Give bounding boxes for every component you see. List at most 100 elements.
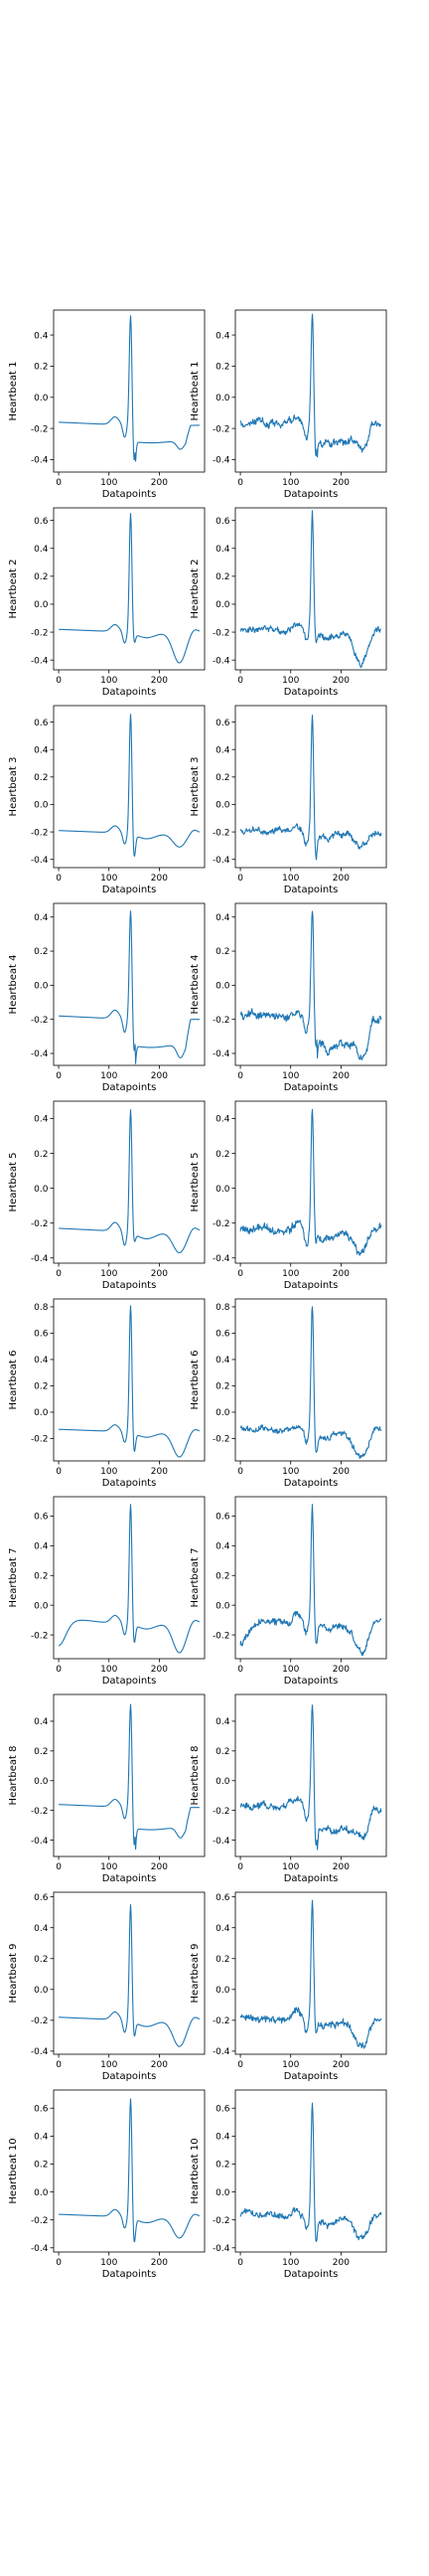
x-tick-label: 0 <box>56 676 62 686</box>
subplot-heartbeat-7-clean: 0 100 200 -0.2 0.0 0.2 0.4 0.6 Datapoints Heartbe… <box>8 1496 206 1687</box>
x-tick-label: 100 <box>282 1862 299 1872</box>
y-tick-label: -0.4 <box>31 1837 49 1847</box>
x-tick-label: 100 <box>282 1665 299 1675</box>
y-tick-label: -0.2 <box>31 1807 49 1817</box>
subplot-heartbeat-10-clean: 0 100 200 -0.4 -0.2 0.0 0.2 0.4 0.6 Datapoints Hea… <box>8 2089 206 2280</box>
subplot-heartbeat-1-noisy: 0 100 200 -0.4 -0.2 0.0 0.2 0.4 Datapoints Heartb… <box>190 309 387 500</box>
y-tick-label: 0.2 <box>34 1955 48 1965</box>
y-tick-label: 0.2 <box>215 947 229 957</box>
y-tick-label: -0.2 <box>31 828 49 838</box>
y-tick-label: -0.2 <box>213 1016 230 1026</box>
y-tick-label: 0.0 <box>34 1185 49 1195</box>
y-tick-label: 0.4 <box>215 545 230 555</box>
x-axis-label: Datapoints <box>284 1082 339 1093</box>
x-axis-label: Datapoints <box>102 1280 157 1291</box>
heartbeat-series-line <box>59 315 200 462</box>
y-tick-label: -0.4 <box>31 2047 49 2057</box>
subplot-heartbeat-3-noisy: 0 100 200 -0.4 -0.2 0.0 0.2 0.4 0.6 Datapoints Hea… <box>190 705 387 895</box>
x-tick-label: 200 <box>151 676 168 686</box>
y-axis-label: Heartbeat 3 <box>8 757 19 817</box>
y-axis-label: Heartbeat 7 <box>8 1548 19 1608</box>
subplot-heartbeat-6-clean: 0 100 200 -0.2 0.0 0.2 0.4 0.6 0.8 Datapoints Hear… <box>8 1298 206 1489</box>
y-tick-label: 0.4 <box>215 745 230 755</box>
y-axis-label: Heartbeat 8 <box>190 1746 201 1806</box>
x-tick-label: 0 <box>56 1862 62 1872</box>
y-tick-label: 0.0 <box>215 1601 230 1611</box>
x-tick-label: 100 <box>100 2258 117 2268</box>
y-tick-label: -0.4 <box>213 2244 230 2254</box>
x-axis-label: Datapoints <box>284 885 339 895</box>
y-tick-label: 0.4 <box>34 1924 49 1934</box>
subplot-heartbeat-3-clean: 0 100 200 -0.4 -0.2 0.0 0.2 0.4 0.6 Datapoints Hea… <box>8 705 206 895</box>
y-tick-label: 0.4 <box>34 913 49 923</box>
y-axis-label: Heartbeat 1 <box>8 362 19 421</box>
y-tick-label: 0.0 <box>215 1986 230 1996</box>
x-tick-label: 100 <box>100 478 117 488</box>
plot-frame <box>234 507 387 671</box>
subplot-heartbeat-7-noisy: 0 100 200 -0.2 0.0 0.2 0.4 0.6 Datapoints Heartbe… <box>190 1496 387 1687</box>
y-tick-label: 0.2 <box>215 1955 229 1965</box>
y-tick-label: 0.0 <box>215 2188 230 2198</box>
y-tick-label: -0.2 <box>213 1631 230 1641</box>
y-tick-label: 0.4 <box>34 1115 49 1125</box>
x-tick-label: 200 <box>333 2060 350 2070</box>
y-tick-label: 0.2 <box>34 773 48 783</box>
y-tick-label: 0.4 <box>34 745 49 755</box>
y-tick-label: 0.0 <box>34 600 49 610</box>
y-tick-label: -0.2 <box>213 1219 230 1229</box>
subplot-heartbeat-4-clean: 0 100 200 -0.4 -0.2 0.0 0.2 0.4 Datapoints Heartb… <box>8 902 206 1093</box>
subplot-heartbeat-9-noisy: 0 100 200 -0.4 -0.2 0.0 0.2 0.4 0.6 Datapoints Hea… <box>190 1891 387 2082</box>
heartbeat-series-line <box>59 714 201 858</box>
x-tick-label: 0 <box>56 1071 62 1081</box>
x-tick-label: 200 <box>151 1862 168 1872</box>
y-tick-label: 0.0 <box>34 982 49 992</box>
y-tick-label: 0.2 <box>215 1571 229 1581</box>
plot-frame <box>53 902 206 1066</box>
plot-frame <box>234 705 387 869</box>
y-tick-label: 0.4 <box>215 1542 230 1552</box>
x-tick-label: 0 <box>237 1665 243 1675</box>
heartbeat-series-line <box>59 1703 200 1851</box>
y-axis-label: Heartbeat 2 <box>190 560 201 619</box>
y-tick-label: -0.2 <box>31 1631 49 1641</box>
x-tick-label: 0 <box>56 1269 62 1279</box>
y-tick-label: 0.6 <box>215 1330 230 1340</box>
y-tick-label: 0.6 <box>34 1330 49 1340</box>
x-tick-label: 0 <box>56 478 62 488</box>
plot-frame <box>234 1693 387 1857</box>
x-tick-label: 0 <box>237 1269 243 1279</box>
plot-frame <box>234 1100 387 1264</box>
y-tick-label: -0.2 <box>31 2216 49 2226</box>
x-tick-label: 100 <box>282 2258 299 2268</box>
y-axis-label: Heartbeat 10 <box>190 2138 201 2203</box>
plot-frame <box>53 705 206 869</box>
x-axis-label: Datapoints <box>102 885 157 895</box>
heartbeat-series-line <box>59 513 201 664</box>
y-tick-label: 0.0 <box>215 1408 230 1418</box>
y-tick-label: 0.2 <box>215 1150 229 1160</box>
subplot-heartbeat-10-noisy: 0 100 200 -0.4 -0.2 0.0 0.2 0.4 0.6 Datapoints Hea… <box>190 2089 387 2280</box>
x-tick-label: 200 <box>333 1467 350 1477</box>
y-tick-label: 0.2 <box>34 1150 48 1160</box>
subplot-heartbeat-1-clean: 0 100 200 -0.4 -0.2 0.0 0.2 0.4 Datapoints Heartb… <box>8 309 206 500</box>
y-tick-label: 0.6 <box>215 2104 230 2114</box>
y-tick-label: 0.8 <box>215 1303 230 1313</box>
y-tick-label: -0.4 <box>213 1837 230 1847</box>
y-tick-label: 0.4 <box>215 2133 230 2143</box>
x-tick-label: 200 <box>333 1269 350 1279</box>
y-axis-label: Heartbeat 5 <box>8 1153 19 1212</box>
x-tick-label: 200 <box>333 478 350 488</box>
x-tick-label: 200 <box>151 1269 168 1279</box>
x-axis-label: Datapoints <box>284 1280 339 1291</box>
x-tick-label: 200 <box>151 478 168 488</box>
x-tick-label: 100 <box>100 1862 117 1872</box>
y-tick-label: -0.4 <box>213 2047 230 2057</box>
plot-frame <box>234 2089 387 2253</box>
x-tick-label: 0 <box>237 1862 243 1872</box>
x-tick-label: 0 <box>56 874 62 884</box>
x-axis-label: Datapoints <box>102 2071 157 2082</box>
y-tick-label: 0.2 <box>34 1571 48 1581</box>
y-tick-label: 0.0 <box>215 1777 230 1787</box>
y-tick-label: 0.2 <box>34 363 48 373</box>
y-tick-label: 0.2 <box>215 773 229 783</box>
